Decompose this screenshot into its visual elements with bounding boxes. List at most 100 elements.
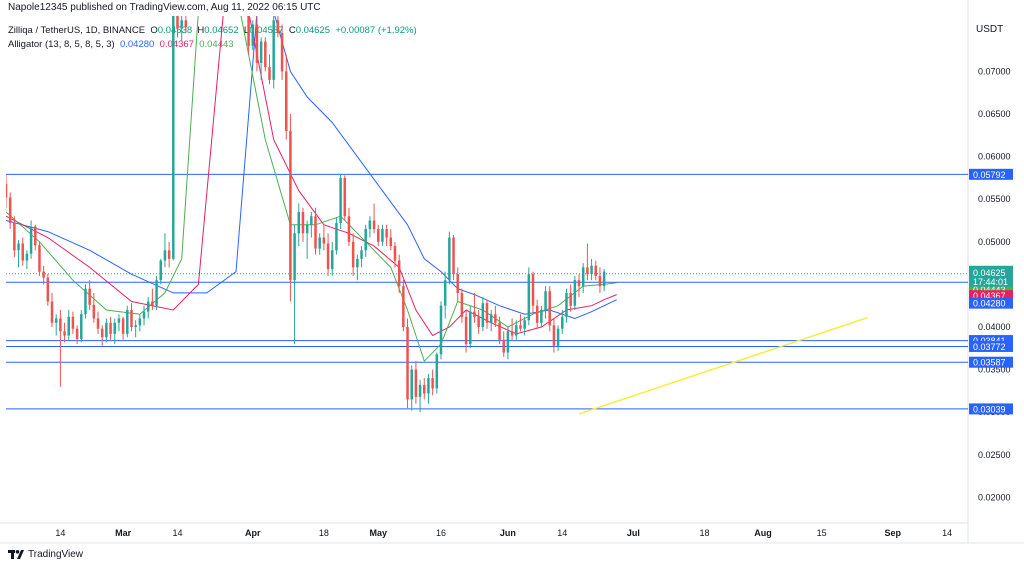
candle-body: [284, 71, 288, 132]
candle-body: [381, 229, 384, 242]
y-tick-label: 0.06500: [978, 109, 1011, 119]
candle-body: [71, 316, 75, 329]
candle-body: [297, 211, 301, 234]
candle-body: [126, 309, 129, 334]
candle-body: [385, 229, 388, 238]
x-tick-label: Sep: [884, 528, 901, 538]
indicator-name[interactable]: Alligator (13, 8, 5, 8, 5, 3): [8, 39, 115, 50]
candle-body: [63, 331, 66, 336]
candle-body: [75, 328, 79, 339]
y-tick-label: 0.05000: [978, 237, 1011, 247]
candle-body: [130, 309, 133, 328]
level-price-label: 0.05792: [973, 170, 1006, 180]
brand-name[interactable]: TradingView: [28, 549, 84, 560]
candle-body: [527, 274, 531, 321]
support-trendline: [578, 316, 868, 415]
candle-body: [372, 220, 376, 230]
y-tick-label: 0.02000: [978, 492, 1011, 502]
x-tick-label: Mar: [115, 528, 132, 538]
x-tick-label: 14: [55, 528, 65, 538]
candle-body: [134, 325, 137, 328]
plot-area[interactable]: [5, 12, 968, 415]
level-price-label: 0.03039: [973, 404, 1006, 414]
candle-body: [117, 318, 121, 323]
x-tick-label: 14: [557, 528, 567, 538]
level-price-label-bg: [969, 356, 1013, 368]
level-price-label-bg: [969, 168, 1013, 180]
candle-body: [13, 223, 16, 251]
candle-body: [121, 318, 125, 334]
x-tick-label: Jun: [500, 528, 516, 538]
candle-body: [498, 322, 501, 340]
candle-body: [318, 237, 321, 249]
x-tick-label: 16: [436, 528, 446, 538]
high-label: H: [197, 25, 205, 36]
candle-body: [477, 316, 480, 328]
candle-body: [184, 20, 188, 28]
x-tick-label: 14: [172, 528, 182, 538]
candle-body: [314, 216, 317, 249]
candle-body: [376, 229, 380, 242]
candle-body: [322, 237, 326, 244]
candle-body: [176, 16, 179, 29]
alligator-jaw-line: [6, 16, 617, 320]
candle-body: [293, 233, 296, 281]
candle-body: [402, 286, 405, 328]
y-tick-label: 0.06000: [978, 152, 1011, 162]
candle-body: [485, 303, 489, 323]
candle-body: [167, 250, 171, 259]
chart-header: Napole12345 published on TradingView.com…: [0, 0, 1024, 14]
candle-body: [418, 384, 422, 397]
candle-body: [351, 241, 355, 268]
candle-body: [155, 280, 158, 306]
candle-body: [326, 243, 330, 270]
low-label: L: [243, 25, 250, 36]
candle-body: [151, 301, 154, 306]
candle-body: [414, 369, 418, 397]
candle-body: [368, 220, 372, 230]
candle-body: [594, 265, 598, 276]
candle-body: [84, 288, 87, 315]
candle-body: [515, 325, 518, 336]
footer-brand: TradingView: [8, 549, 83, 560]
candle-body: [510, 331, 514, 336]
candle-body: [389, 237, 393, 247]
candle-body: [602, 271, 606, 287]
candle-body: [397, 260, 401, 287]
candle-countdown-label: 17:44:01: [973, 277, 1008, 287]
candle-body: [531, 274, 535, 306]
candle-body: [330, 250, 334, 270]
symbol-name[interactable]: Zilliqa / TetherUS, 1D, BINANCE: [8, 25, 146, 36]
candle-body: [464, 316, 468, 345]
candle-body: [569, 292, 572, 306]
candle-body: [8, 197, 12, 224]
candle-body: [54, 318, 58, 323]
candle-body: [548, 291, 551, 326]
candle-body: [255, 24, 259, 63]
candle-body: [469, 311, 472, 345]
candle-body: [473, 311, 476, 317]
candle-body: [431, 378, 434, 389]
candle-body: [435, 354, 439, 389]
candle-body: [109, 322, 112, 334]
candle-body: [502, 339, 505, 353]
candle-body: [113, 322, 117, 334]
candle-body: [42, 271, 45, 278]
indicator-price-label-bg: [969, 290, 1013, 302]
candle-body: [347, 216, 351, 242]
candle-body: [276, 20, 280, 34]
close-label: C: [288, 25, 296, 36]
level-price-label-bg: [969, 403, 1013, 415]
candle-body: [138, 318, 142, 326]
candle-body: [489, 314, 493, 323]
candle-body: [506, 331, 510, 353]
candle-body: [21, 243, 24, 261]
x-tick-label: 14: [942, 528, 952, 538]
tradingview-logo-icon: [8, 549, 24, 559]
x-tick-label: Apr: [245, 528, 261, 538]
x-tick-label: 18: [319, 528, 329, 538]
candle-body: [159, 260, 163, 281]
last-price-label: 0.04625: [973, 268, 1006, 278]
candle-body: [163, 250, 167, 261]
